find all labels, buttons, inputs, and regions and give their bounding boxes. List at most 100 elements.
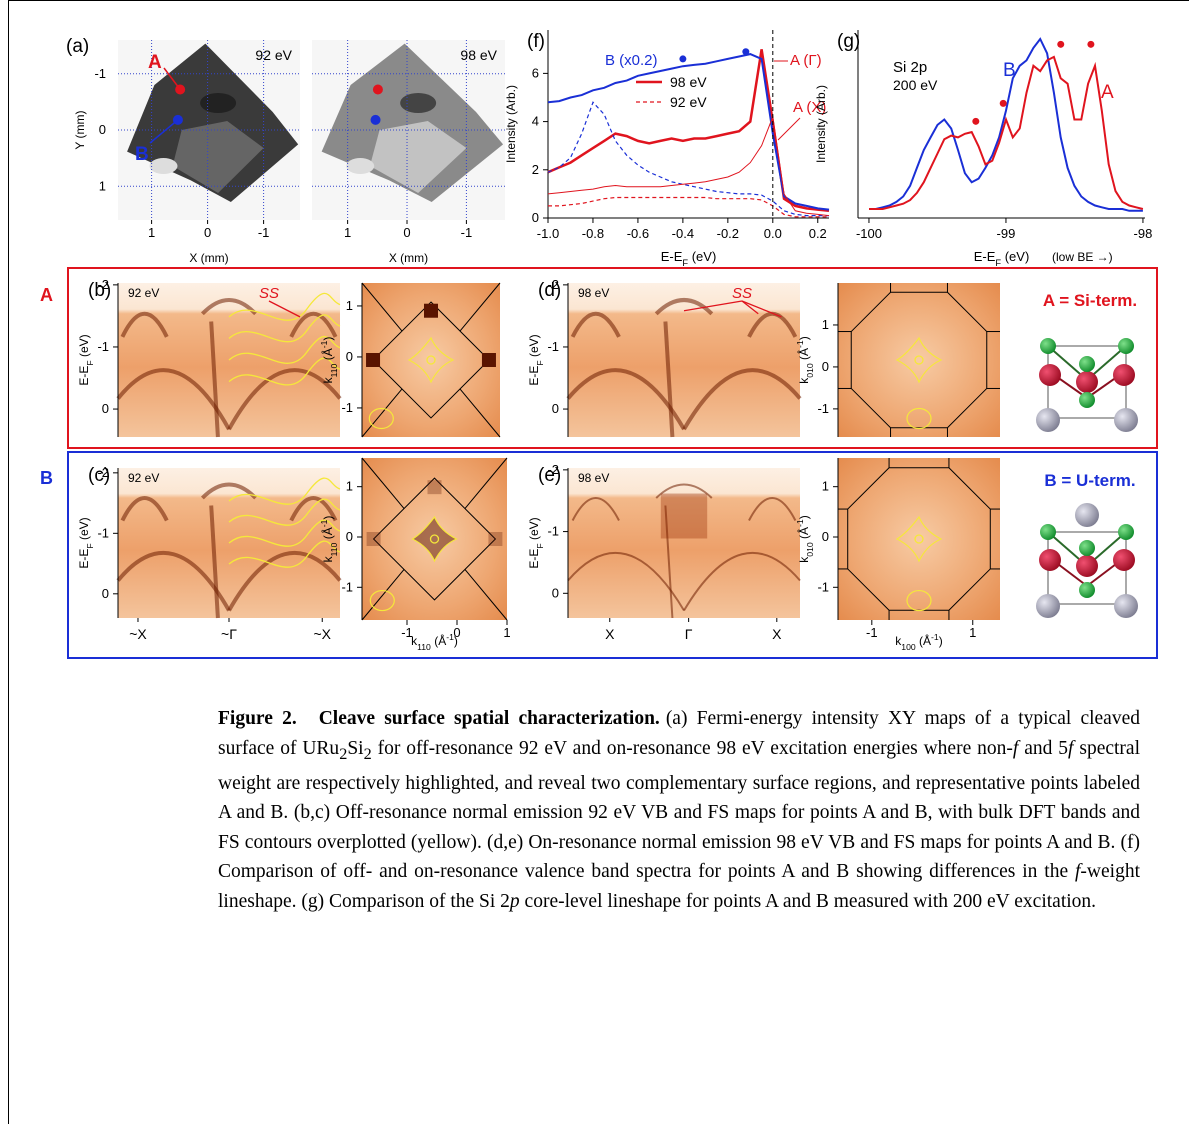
x-tick-label: -1 bbox=[866, 625, 878, 640]
label-part: (eV) bbox=[77, 517, 91, 543]
y-tick-label: -1 bbox=[97, 339, 109, 354]
bz-boundary bbox=[464, 457, 508, 509]
caption-italic: f bbox=[1012, 737, 1019, 759]
vb-band bbox=[663, 321, 675, 438]
y-tick-label: -2 bbox=[547, 462, 559, 477]
label-part: (Å bbox=[320, 527, 335, 542]
y-tick-label: 1 bbox=[822, 479, 829, 494]
y-tick-label: -1 bbox=[341, 579, 353, 594]
fs-contour bbox=[426, 355, 436, 365]
y-tick-label: -1 bbox=[817, 579, 829, 594]
y-axis-label: k110 (Å-1) bbox=[319, 516, 339, 563]
vb-band bbox=[664, 505, 674, 619]
caption-italic: p bbox=[509, 890, 520, 912]
label-part: (eV) bbox=[688, 249, 716, 264]
label-part: (eV) bbox=[1001, 249, 1029, 264]
vb-band bbox=[200, 482, 258, 500]
y-tick-label: 0 bbox=[552, 401, 559, 416]
vb-band bbox=[655, 483, 713, 499]
peak-marker bbox=[1087, 40, 1095, 48]
x-tick-label: 0 bbox=[403, 225, 410, 240]
panel-label: (f) bbox=[527, 31, 545, 52]
label-part: (Å bbox=[916, 633, 931, 648]
caption-italic: f bbox=[1068, 737, 1074, 759]
x-tick-label: -1 bbox=[461, 225, 473, 240]
y-tick-label: -2 bbox=[97, 465, 109, 480]
point-pointer bbox=[149, 119, 179, 144]
label-part: k bbox=[321, 555, 335, 562]
x-tick-label: -0.2 bbox=[717, 226, 739, 241]
vb-band bbox=[227, 550, 342, 612]
crystal-a bbox=[1036, 338, 1138, 432]
y-axis-label: E-EF (eV) bbox=[77, 517, 95, 568]
map-region bbox=[149, 158, 178, 174]
y-axis-label: E-EF (eV) bbox=[527, 517, 545, 568]
vb-image bbox=[568, 468, 800, 618]
annotation: A (X) bbox=[793, 99, 826, 116]
vb-band bbox=[227, 368, 342, 431]
figure: -1.0 -0.8 -0.6 -0.4 -0.2 0.0 0.2 0 2 4 6 (f) Intensi… bbox=[40, 30, 1158, 659]
row-label: B bbox=[40, 468, 53, 488]
fs-contour bbox=[369, 589, 395, 612]
y-axis-label: E-EF (eV) bbox=[527, 334, 545, 385]
vb-band bbox=[571, 497, 620, 521]
y-tick-label: 0 bbox=[822, 529, 829, 544]
label-part: (Å bbox=[431, 633, 446, 648]
x-axis-label: X (mm) bbox=[389, 251, 428, 265]
label-part: F bbox=[995, 258, 1001, 268]
fs-contour bbox=[407, 336, 455, 384]
y-tick-label: -1 bbox=[547, 524, 559, 539]
line-series bbox=[869, 37, 1143, 212]
annotation: B (x0.2) bbox=[605, 52, 658, 69]
x-tick-label: ~Γ bbox=[221, 626, 237, 642]
x-tick-label: Γ bbox=[685, 626, 693, 642]
caption-label: Figure 2. bbox=[218, 708, 297, 729]
label-part: (Å bbox=[796, 348, 811, 363]
line-series bbox=[869, 55, 1144, 210]
label-part: 010 bbox=[805, 363, 815, 378]
fs-image bbox=[838, 283, 1000, 437]
label-part: F bbox=[535, 360, 545, 365]
y-tick-label: 0 bbox=[102, 586, 109, 601]
panel-energy: 98 eV bbox=[578, 286, 609, 300]
label-part: (eV) bbox=[77, 334, 91, 360]
x-tick-label: -1.0 bbox=[537, 226, 559, 241]
label-part: F bbox=[535, 543, 545, 548]
y-tick-label: 0 bbox=[99, 122, 106, 137]
x-tick-label: 1 bbox=[344, 225, 351, 240]
panel-label: (c) bbox=[88, 465, 110, 486]
label-part: k bbox=[797, 377, 811, 384]
point-pointer bbox=[163, 67, 181, 90]
map-region bbox=[369, 121, 467, 193]
figure-caption: Figure 2. Cleave surface spatial characte… bbox=[218, 704, 1140, 916]
panel-label: (e) bbox=[538, 465, 561, 486]
line-series bbox=[547, 101, 829, 217]
bz-boundary bbox=[372, 301, 490, 419]
label-part: E-E bbox=[77, 549, 91, 569]
dft-band bbox=[228, 292, 341, 321]
label-part: E-E bbox=[974, 249, 996, 264]
y-tick-label: 0 bbox=[552, 585, 559, 600]
y-tick-label: 1 bbox=[346, 479, 353, 494]
x-tick-label: -100 bbox=[856, 226, 882, 241]
y-axis-label: Intensity (Arb.) bbox=[504, 85, 518, 163]
annotation-arrow bbox=[741, 300, 782, 318]
row-term: A = Si-term. bbox=[1043, 291, 1137, 310]
y-tick-label: 0 bbox=[822, 359, 829, 374]
vb-band bbox=[120, 311, 169, 338]
y-tick-label: -1 bbox=[94, 66, 106, 81]
fs-contour bbox=[429, 534, 440, 544]
vb-band bbox=[200, 298, 258, 316]
vb-band bbox=[682, 368, 802, 431]
x-tick-label: 1 bbox=[148, 225, 155, 240]
peak-marker bbox=[1057, 40, 1065, 48]
dft-band bbox=[228, 498, 341, 526]
fs-contour bbox=[906, 589, 932, 612]
annotation: A (Γ) bbox=[790, 52, 822, 69]
vb-band bbox=[289, 311, 338, 338]
peak-marker bbox=[999, 99, 1007, 107]
legend-label: 98 eV bbox=[670, 74, 707, 90]
y-tick-label: 4 bbox=[532, 114, 539, 129]
dft-band bbox=[228, 314, 341, 343]
